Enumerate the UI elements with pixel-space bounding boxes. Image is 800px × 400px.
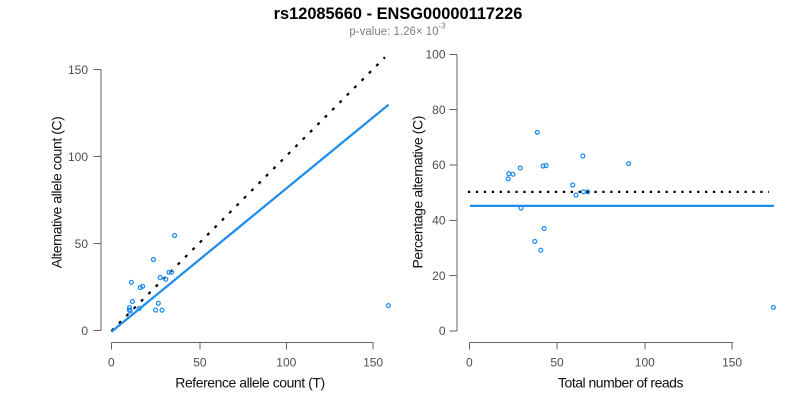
svg-text:50: 50 (75, 237, 89, 251)
svg-text:100: 100 (635, 356, 655, 370)
svg-text:100: 100 (276, 356, 296, 370)
svg-text:0: 0 (466, 356, 473, 370)
svg-text:-3: -3 (438, 20, 446, 30)
svg-text:150: 150 (722, 356, 742, 370)
svg-text:80: 80 (432, 103, 446, 117)
svg-text:Percentage alternative (C): Percentage alternative (C) (410, 116, 426, 268)
svg-text:20: 20 (432, 269, 446, 283)
svg-text:Alternative allele count (C): Alternative allele count (C) (49, 117, 65, 269)
svg-text:50: 50 (550, 356, 564, 370)
svg-text:40: 40 (432, 214, 446, 228)
svg-text:50: 50 (193, 356, 207, 370)
svg-text:p-value: 1.26× 10: p-value: 1.26× 10 (349, 26, 438, 38)
svg-text:150: 150 (363, 356, 383, 370)
svg-text:Reference allele count (T): Reference allele count (T) (175, 375, 324, 391)
svg-text:0: 0 (108, 356, 115, 370)
svg-text:Total number of reads: Total number of reads (558, 375, 683, 391)
svg-text:100: 100 (425, 48, 445, 62)
svg-text:0: 0 (81, 324, 88, 338)
svg-text:rs12085660 - ENSG00000117226: rs12085660 - ENSG00000117226 (274, 5, 523, 23)
svg-text:150: 150 (68, 63, 88, 77)
svg-text:60: 60 (432, 158, 446, 172)
svg-text:0: 0 (439, 324, 446, 338)
svg-text:100: 100 (68, 150, 88, 164)
